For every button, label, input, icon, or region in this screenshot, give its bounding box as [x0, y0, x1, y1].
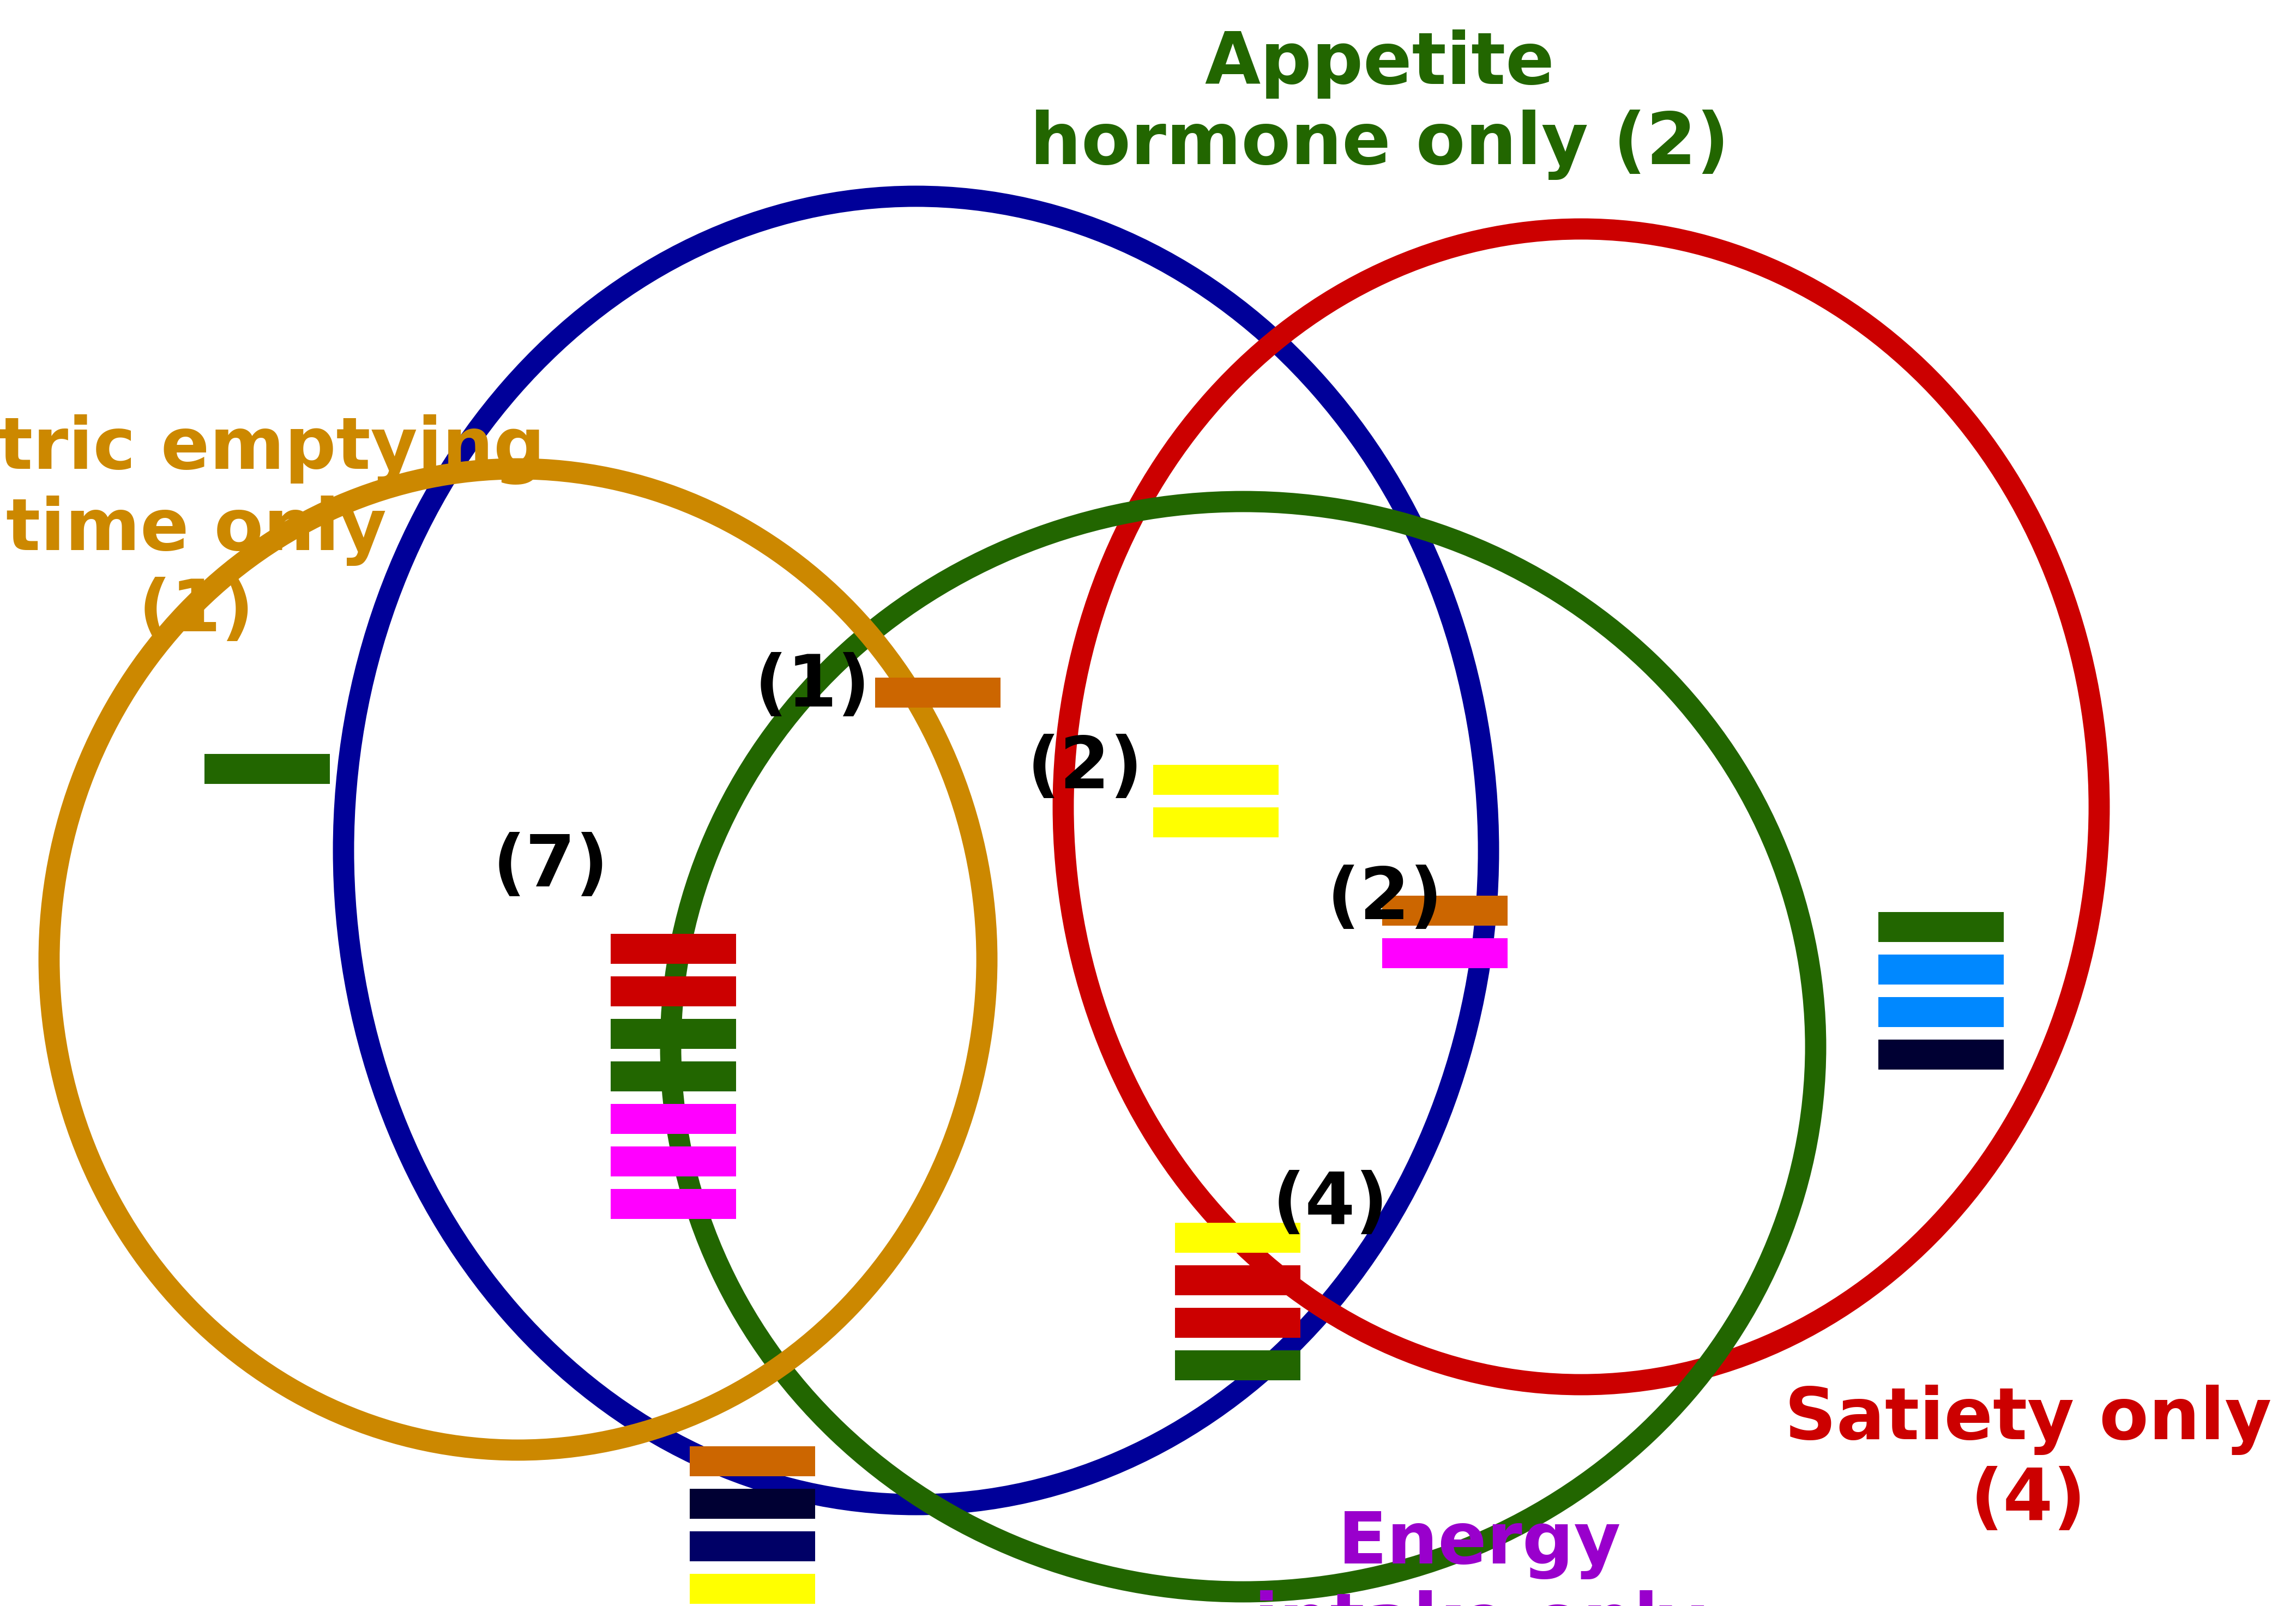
Text: Appetite
hormone only (2): Appetite hormone only (2) — [1031, 29, 1729, 180]
Bar — [1878, 1039, 2004, 1070]
Bar — [1153, 808, 1279, 837]
Bar — [1176, 1222, 1300, 1253]
Text: (7): (7) — [494, 832, 608, 901]
Bar — [689, 1489, 815, 1519]
Text: Satiety only
(4): Satiety only (4) — [1784, 1384, 2271, 1535]
Text: (2): (2) — [1026, 734, 1143, 803]
Bar — [611, 933, 737, 964]
Bar — [1176, 1307, 1300, 1338]
Bar — [204, 753, 331, 784]
Bar — [611, 1018, 737, 1049]
Bar — [689, 1574, 815, 1603]
Bar — [611, 1062, 737, 1090]
Bar — [1176, 1351, 1300, 1380]
Bar — [611, 976, 737, 1005]
Bar — [1878, 954, 2004, 984]
Bar — [611, 1103, 737, 1134]
Text: (2): (2) — [1327, 866, 1442, 935]
Bar — [1153, 764, 1279, 795]
Text: Gastric emptying
time only
(1): Gastric emptying time only (1) — [0, 414, 544, 646]
Bar — [1382, 938, 1508, 968]
Bar — [1878, 912, 2004, 941]
Bar — [611, 1188, 737, 1219]
Text: (4): (4) — [1272, 1171, 1389, 1240]
Bar — [1878, 997, 2004, 1026]
Bar — [611, 1147, 737, 1176]
Bar — [1382, 896, 1508, 925]
Text: Energy
intake only
(8): Energy intake only (8) — [1254, 1510, 1706, 1606]
Bar — [1176, 1266, 1300, 1294]
Bar — [689, 1531, 815, 1561]
Bar — [689, 1445, 815, 1476]
Text: (1): (1) — [755, 652, 870, 721]
Bar — [875, 678, 1001, 707]
